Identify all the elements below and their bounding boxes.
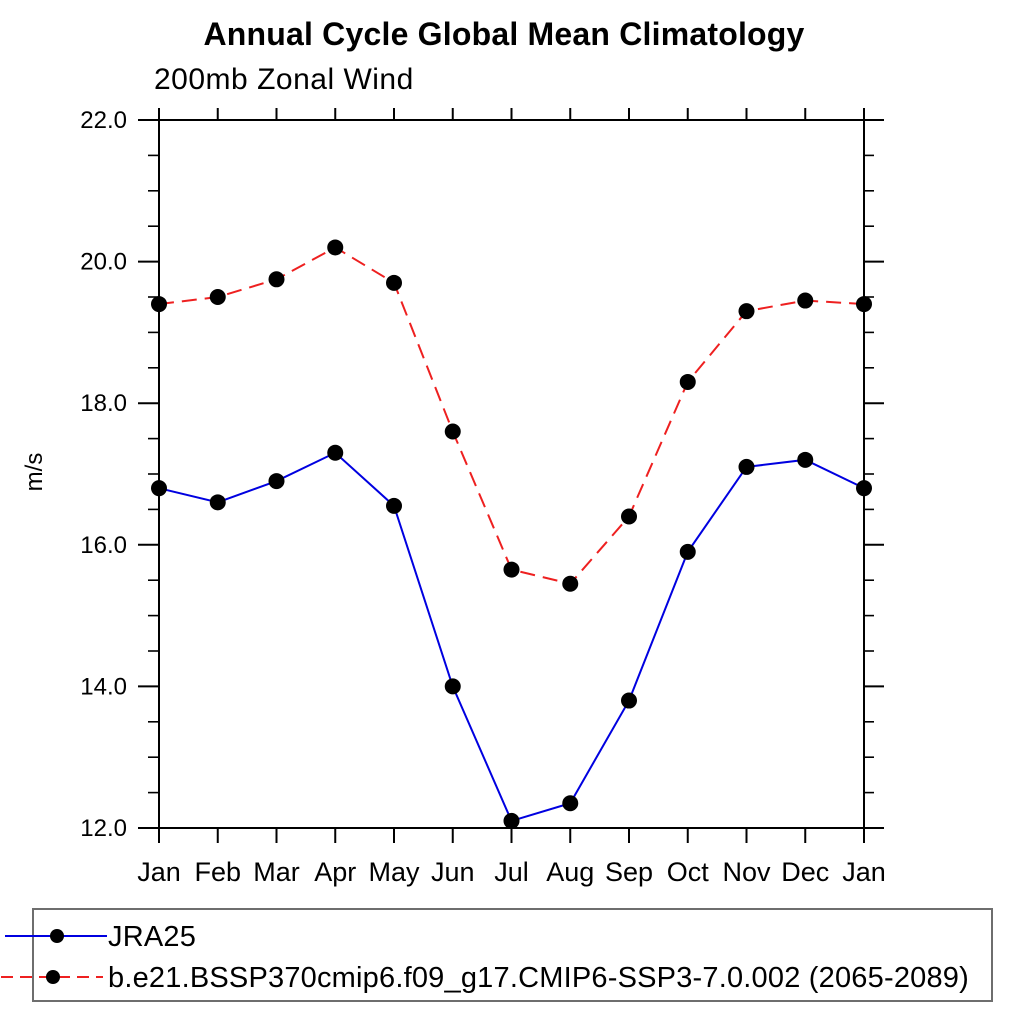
- legend-box: [32, 908, 993, 1002]
- x-axis-label: Apr: [314, 857, 356, 887]
- x-axis-label: Aug: [546, 857, 594, 887]
- data-point-marker: [209, 494, 226, 511]
- x-axis-label: Jan: [842, 857, 886, 887]
- x-axis-label: Sep: [605, 857, 653, 887]
- data-point-marker: [327, 444, 344, 461]
- legend-sample-model: [1, 970, 103, 984]
- y-axis-label: 14.0: [80, 673, 127, 700]
- legend-label-model: b.e21.BSSP370cmip6.f09_g17.CMIP6-SSP3-7.…: [108, 962, 969, 994]
- x-axis-label: Nov: [722, 857, 771, 887]
- x-axis-label: Jul: [494, 857, 529, 887]
- data-point-marker: [386, 497, 402, 514]
- data-point-marker: [562, 795, 579, 812]
- series-line-0: [158, 451, 865, 823]
- data-point-marker: [209, 289, 226, 305]
- data-point-marker: [444, 678, 461, 695]
- y-axis-title: m/s: [21, 453, 48, 492]
- data-point-marker: [856, 480, 872, 497]
- data-point-marker: [327, 239, 344, 256]
- data-point-marker: [738, 458, 755, 475]
- data-point-marker: [268, 473, 285, 490]
- y-axis-label: 12.0: [80, 815, 127, 842]
- data-point-marker: [856, 296, 872, 313]
- legend-marker-icon: [50, 929, 64, 943]
- series-line-1: [158, 246, 865, 585]
- x-axis-label: Jan: [137, 857, 181, 887]
- x-axis-label: Mar: [253, 857, 300, 887]
- data-point-marker: [679, 543, 696, 560]
- x-axis-label: Jun: [431, 857, 475, 887]
- data-point-marker: [386, 274, 402, 291]
- legend-marker-icon: [46, 970, 60, 984]
- legend-sample-jra25: [5, 929, 107, 943]
- chart-subtitle: 200mb Zonal Wind: [154, 63, 414, 96]
- x-axis-label: Feb: [194, 857, 241, 887]
- x-axis-label: May: [368, 857, 420, 887]
- y-axis-label: 18.0: [80, 390, 127, 417]
- data-point-marker: [503, 561, 520, 578]
- y-axis-label: 20.0: [80, 249, 127, 276]
- data-point-marker: [797, 451, 814, 468]
- data-point-marker: [444, 423, 461, 440]
- x-axis-label: Dec: [781, 857, 829, 887]
- y-axis-label: 16.0: [80, 532, 127, 559]
- data-point-marker: [738, 303, 755, 320]
- x-axis-label: Oct: [667, 857, 710, 887]
- data-point-marker: [679, 373, 696, 390]
- data-point-marker: [503, 812, 520, 829]
- data-point-marker: [797, 292, 814, 309]
- chart-title: Annual Cycle Global Mean Climatology: [203, 16, 805, 52]
- data-point-marker: [621, 692, 637, 709]
- data-point-marker: [562, 575, 579, 592]
- data-point-marker: [151, 296, 167, 313]
- data-point-marker: [621, 508, 637, 525]
- y-axis-label: 22.0: [80, 107, 127, 134]
- legend-label-jra25: JRA25: [108, 921, 197, 953]
- data-point-marker: [268, 271, 285, 288]
- plot-frame: [158, 119, 865, 829]
- data-point-marker: [151, 480, 167, 497]
